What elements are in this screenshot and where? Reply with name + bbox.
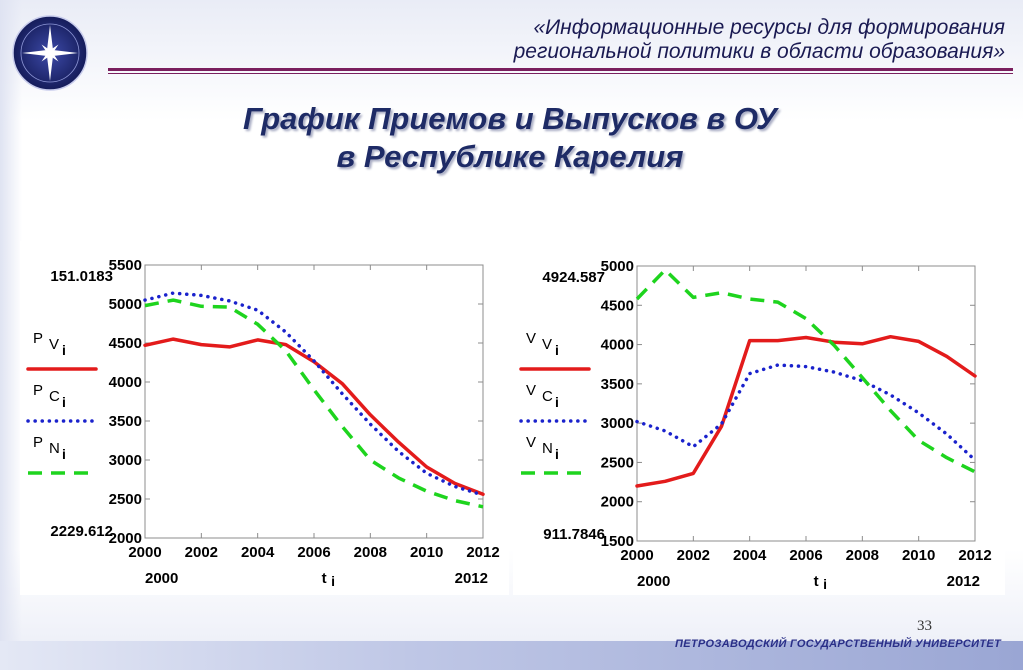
y-tick-label: 3000 [601,415,634,432]
y-tick-label: 2000 [109,530,142,547]
footer-band [0,641,1023,670]
y-tick-label: 5000 [109,296,142,313]
legend-subscript: V [542,336,552,353]
series-line-c [635,363,977,462]
footer-university-name: ПЕТРОЗАВОДСКИЙ ГОСУДАРСТВЕННЫЙ УНИВЕРСИТ… [675,638,1001,650]
y-tick-label: 3500 [601,376,634,393]
header-line-2: региональной политики в области образова… [513,40,1005,63]
x-tick-label: 2008 [354,544,387,561]
x-tick-label: 2012 [466,544,499,561]
presentation-header: «Информационные ресурсы для формирования… [365,16,1005,64]
plot-frame [144,264,484,539]
admissions-chart-panel: 2000 2500 3000 3500 4000 4500 5000 5500 2000 2002… [20,241,509,595]
x-tick-label: 2010 [410,544,443,561]
left-edge-decoration [0,0,22,670]
page-number: 33 [917,618,932,634]
legend-index: i [62,446,66,462]
y-tick-label: 4000 [601,337,634,354]
x-variable-label: t [322,570,327,587]
header-divider [108,68,1013,71]
x-tick-label: 2012 [958,547,991,564]
legend-symbol: V [526,330,536,347]
legend-subscript: C [49,388,60,405]
x-tick-label: 2006 [789,547,822,564]
series-line-v [635,334,977,488]
plot-frame [636,265,976,542]
x-variable-subscript: i [331,573,335,589]
legend-subscript: V [49,336,59,353]
legend-subscript: C [542,388,553,405]
legend-subscript: N [542,440,553,457]
y-tick-label: 4000 [109,374,142,391]
legend-index: i [555,342,559,358]
y-range-min-label: 2229.612 [50,523,113,540]
header-divider-thin [108,73,1013,74]
y-range-min-label: 911.7846 [543,526,605,543]
university-seal-icon [12,15,88,91]
slide-title-line-2: в Республике Карелия [336,139,684,174]
x-range-min-label: 2000 [637,573,670,590]
x-tick-label: 2010 [902,547,935,564]
legend-subscript: N [49,440,60,457]
y-tick-label: 2500 [601,454,634,471]
y-tick-label: 4500 [601,297,634,314]
y-range-max-label: 4924.587 [542,269,605,286]
legend-index: i [62,342,66,358]
legend-symbol: P [33,434,43,451]
x-tick-label: 2002 [677,547,710,564]
y-tick-label: 3500 [109,413,142,430]
x-tick-label: 2000 [128,544,161,561]
x-variable-label: t [814,573,819,590]
legend-symbol: P [33,330,43,347]
y-tick-label: 1500 [601,533,634,550]
x-range-min-label: 2000 [145,570,178,587]
series-line-c [143,291,485,497]
y-tick-label: 5000 [601,258,634,275]
x-range-max-label: 2012 [455,570,488,587]
legend-symbol: P [33,382,43,399]
y-tick-label: 3000 [109,452,142,469]
admissions-chart: 2000 2500 3000 3500 4000 4500 5000 5500 2000 2002… [26,257,500,589]
y-tick-label: 5500 [109,257,142,274]
y-range-max-label: 151.0183 [50,268,113,285]
slide-title: График Приемов и Выпусков в ОУ в Республ… [110,100,910,176]
legend-symbol: V [526,434,536,451]
x-tick-label: 2008 [846,547,879,564]
y-tick-label: 4500 [109,335,142,352]
x-tick-label: 2004 [241,544,275,561]
graduations-chart-panel: 1500 2000 2500 3000 3500 4000 4500 5000 2000 2002… [513,241,1005,595]
x-tick-label: 2002 [185,544,218,561]
x-range-max-label: 2012 [947,573,980,590]
series-line-n [635,268,976,474]
series-line-n [144,298,484,509]
legend-index: i [555,394,559,410]
header-line-1: «Информационные ресурсы для формирования [533,16,1005,39]
x-tick-label: 2000 [620,547,653,564]
y-tick-label: 2500 [109,491,142,508]
y-tick-label: 2000 [601,494,634,511]
legend-symbol: V [526,382,536,399]
x-tick-label: 2004 [733,547,767,564]
slide-title-line-1: График Приемов и Выпусков в ОУ [242,101,778,136]
x-variable-subscript: i [823,576,827,592]
x-tick-label: 2006 [297,544,330,561]
legend-index: i [555,446,559,462]
legend-index: i [62,394,66,410]
